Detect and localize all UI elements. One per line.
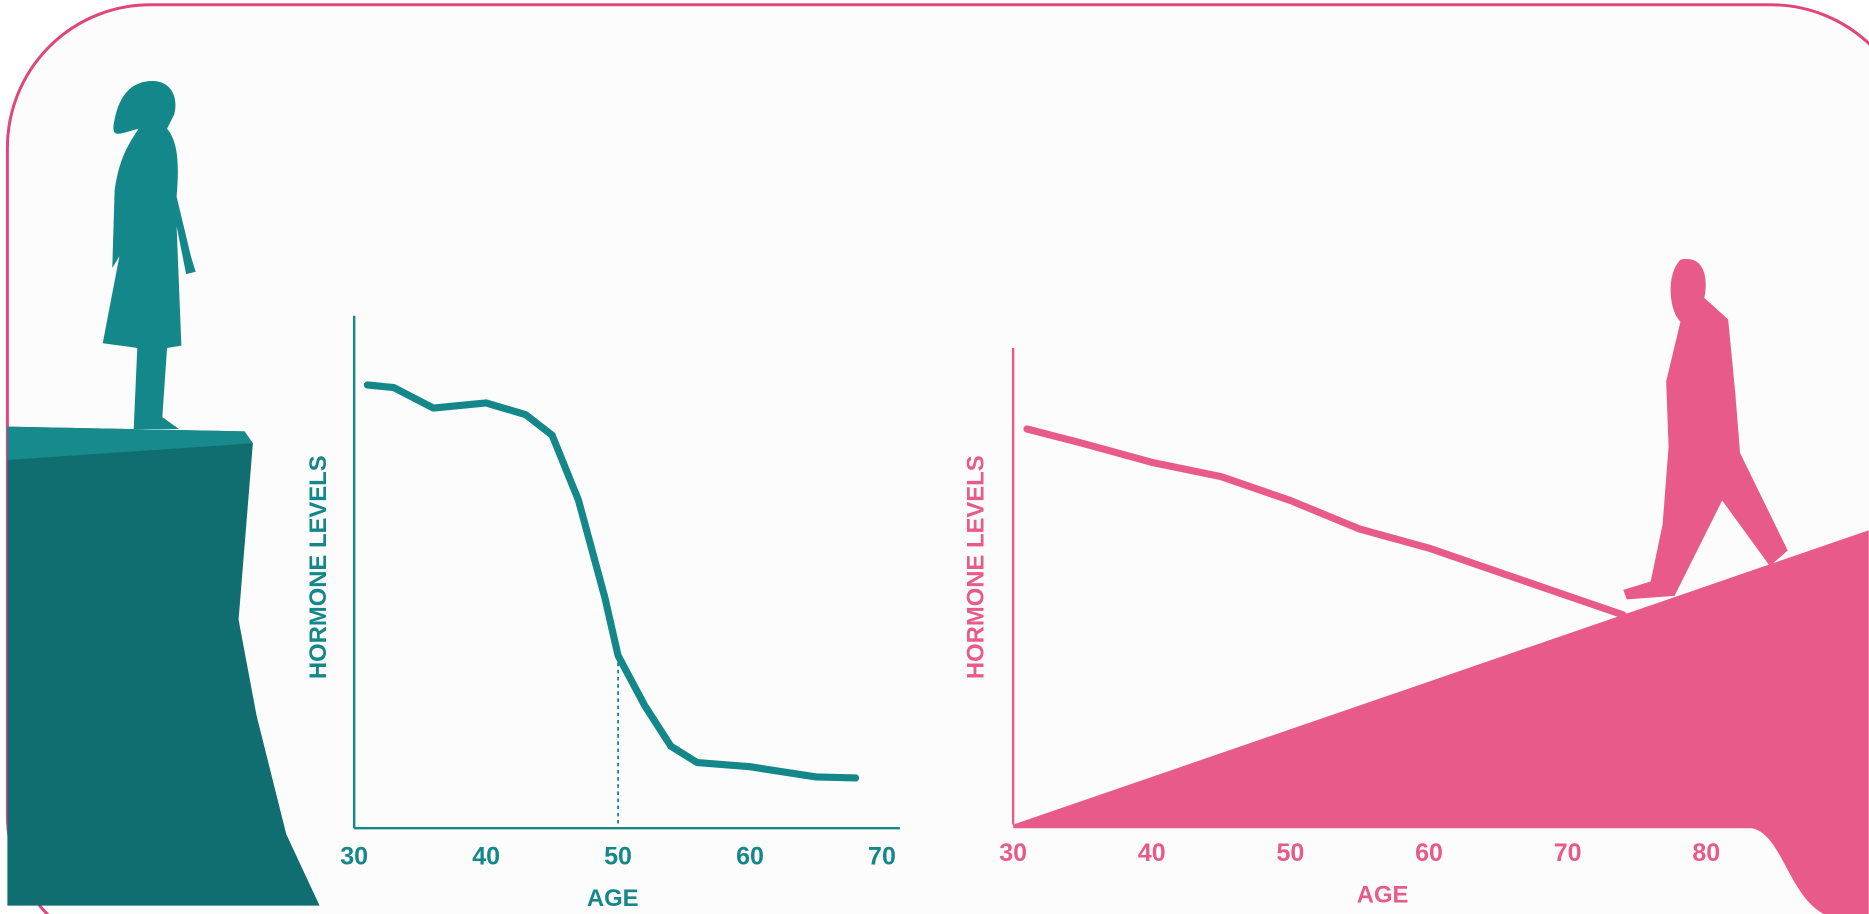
infographic: 30 40 50 60 70 AGE HORMONE LEVELS 30 40 50 60 70 80 A… [0, 0, 1869, 914]
x-tick-label: 70 [868, 843, 896, 871]
y-axis-label: HORMONE LEVELS [963, 455, 990, 679]
x-tick-label: 40 [1138, 839, 1166, 867]
x-tick-label: 60 [1415, 839, 1443, 867]
x-tick-label: 50 [1276, 839, 1304, 867]
x-tick-label: 80 [1692, 839, 1720, 867]
x-tick-label: 30 [999, 839, 1027, 867]
y-axis-label: HORMONE LEVELS [305, 455, 332, 679]
x-tick-label: 40 [472, 843, 500, 871]
x-tick-label: 60 [736, 843, 764, 871]
x-axis-label: AGE [587, 885, 639, 912]
x-tick-label: 70 [1554, 839, 1582, 867]
x-axis-label: AGE [1357, 881, 1409, 908]
page: 30 40 50 60 70 AGE HORMONE LEVELS 30 40 50 60 70 80 A… [0, 0, 1869, 914]
x-tick-label: 50 [604, 843, 632, 871]
x-tick-label: 30 [340, 843, 368, 871]
